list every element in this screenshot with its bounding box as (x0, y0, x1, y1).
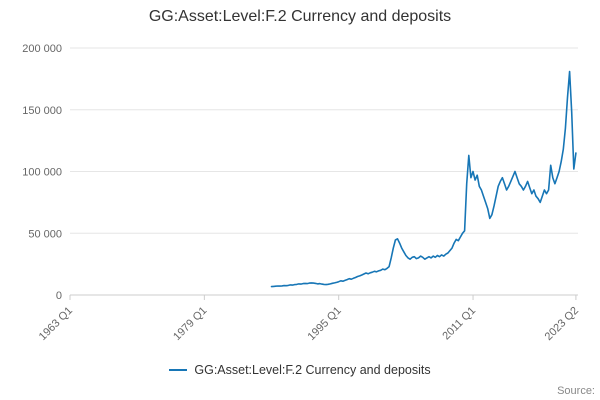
x-tick-label: 2023 Q2 (543, 305, 581, 343)
y-tick-label: 50 000 (28, 228, 62, 240)
x-tick-label: 1979 Q1 (171, 305, 209, 343)
series-group (270, 70, 577, 288)
x-tick-label: 1963 Q1 (37, 305, 75, 343)
legend-line-marker (169, 369, 188, 371)
x-axis: 1963 Q1 1979 Q1 1995 Q1 2011 Q1 2023 Q2 (37, 294, 581, 343)
data-series-line (270, 70, 577, 288)
line-chart: 0 50 000 100 000 150 000 200 000 1963 Q1 1979… (22, 43, 581, 343)
x-tick-label: 2011 Q1 (440, 305, 478, 343)
y-axis-labels: 0 50 000 100 000 150 000 200 000 (22, 43, 62, 302)
gridlines (70, 47, 578, 296)
legend: GG:Asset:Level:F.2 Currency and deposits (0, 363, 600, 377)
y-tick-label: 0 (56, 290, 62, 302)
y-tick-label: 100 000 (22, 167, 62, 179)
x-tick-label: 1995 Q1 (305, 305, 343, 343)
chart-title: GG:Asset:Level:F.2 Currency and deposits (148, 8, 452, 25)
legend-label[interactable]: GG:Asset:Level:F.2 Currency and deposits (194, 363, 431, 377)
source-label: Source: (557, 385, 595, 397)
y-tick-label: 200 000 (22, 43, 62, 55)
y-tick-label: 150 000 (22, 105, 62, 117)
